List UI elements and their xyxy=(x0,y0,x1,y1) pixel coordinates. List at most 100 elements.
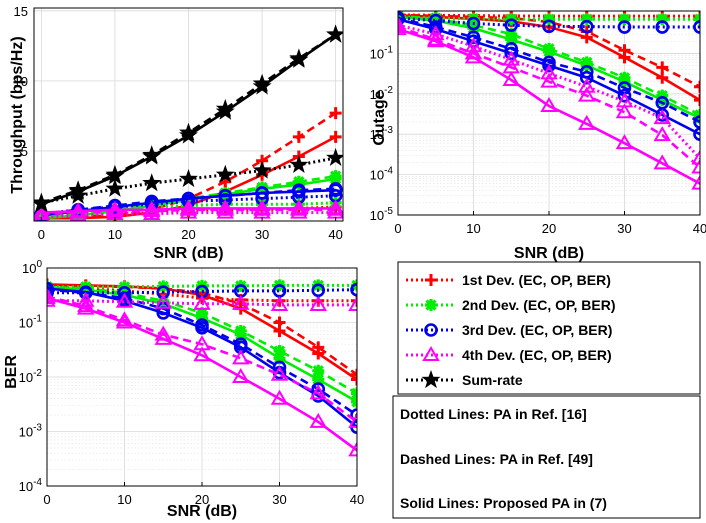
data-point xyxy=(398,20,407,36)
data-point xyxy=(348,295,357,311)
data-point xyxy=(466,16,481,31)
data-point xyxy=(252,160,272,179)
data-point xyxy=(193,346,211,362)
data-point xyxy=(270,365,289,381)
y-tick-exponent: -2 xyxy=(384,85,393,96)
y-tick-label: 10-4 xyxy=(19,477,43,494)
notes-box xyxy=(392,395,701,519)
data-point xyxy=(691,158,700,174)
series-line-dev4-dotted xyxy=(398,23,700,160)
y-tick-label: 100 xyxy=(22,259,42,276)
y-tick-base: 10 xyxy=(19,370,33,385)
x-tick-label: 20 xyxy=(181,227,195,242)
data-point xyxy=(273,344,286,357)
data-point xyxy=(542,19,556,34)
y-tick-base: 10 xyxy=(19,479,33,494)
data-point xyxy=(79,283,92,296)
data-point xyxy=(309,295,327,311)
data-point xyxy=(47,281,54,296)
data-point xyxy=(398,18,407,34)
data-point xyxy=(615,103,634,119)
data-point xyxy=(290,199,308,215)
data-point xyxy=(580,13,593,26)
data-point xyxy=(653,154,671,170)
series-line-dev4-solid xyxy=(47,296,357,452)
data-point xyxy=(694,94,700,107)
data-point xyxy=(47,289,56,305)
data-point xyxy=(348,441,357,457)
legend-marker xyxy=(421,370,441,389)
data-point xyxy=(69,206,87,221)
series-line-dev3-dashed xyxy=(398,16,700,124)
data-point xyxy=(196,312,208,325)
y-tick-base: 10 xyxy=(370,46,384,61)
data-point xyxy=(77,299,95,315)
data-point xyxy=(351,368,357,381)
data-point xyxy=(106,200,124,216)
series-line-dev4-dashed xyxy=(398,25,700,169)
x-tick-label: 30 xyxy=(255,227,269,242)
data-point xyxy=(543,45,555,58)
data-point xyxy=(351,294,357,307)
data-point xyxy=(215,164,235,183)
data-point xyxy=(193,294,211,310)
x-tick-label: 40 xyxy=(350,492,364,507)
data-point xyxy=(328,183,343,197)
data-point xyxy=(694,80,700,93)
y-tick-exponent: -1 xyxy=(33,314,42,325)
y-tick-base: 10 xyxy=(19,425,33,440)
chart-throughput: 0 10 20 30 40 5 10 15 SNR (dB) Throughput (bps/Hz… xyxy=(9,4,344,262)
data-point xyxy=(579,19,594,34)
data-point xyxy=(309,412,327,428)
y-axis-label: Outage xyxy=(371,90,388,145)
data-point xyxy=(398,12,405,27)
data-point xyxy=(502,50,520,66)
data-point xyxy=(311,283,326,298)
x-axis-label: SNR (dB) xyxy=(514,245,584,262)
y-tick-exponent: 0 xyxy=(36,259,42,270)
legend-entry: Sum-rate xyxy=(406,370,523,389)
data-point xyxy=(427,32,445,48)
y-tick-label: 10-2 xyxy=(370,85,394,102)
data-point xyxy=(691,149,700,165)
data-point xyxy=(326,24,343,43)
data-point xyxy=(653,109,671,125)
x-tick-label: 0 xyxy=(43,492,50,507)
legend-marker xyxy=(424,323,438,337)
markers-sum-solid xyxy=(34,24,343,213)
data-point xyxy=(656,61,669,74)
data-point xyxy=(578,77,596,93)
data-point xyxy=(292,184,306,199)
data-point xyxy=(502,70,520,86)
data-point xyxy=(540,72,558,88)
markers-dev4-solid xyxy=(47,289,357,457)
data-point xyxy=(348,412,357,428)
series-line-dev4-dotted xyxy=(47,299,357,307)
data-point xyxy=(252,76,272,95)
data-point xyxy=(77,297,95,313)
data-point xyxy=(270,389,289,405)
y-tick-label: 15 xyxy=(14,4,28,19)
series-line-dev4-dotted xyxy=(41,211,336,219)
data-point xyxy=(195,320,209,335)
data-point xyxy=(578,114,596,130)
y-tick-base: 10 xyxy=(370,87,384,102)
data-point xyxy=(542,58,556,73)
data-point xyxy=(154,329,172,345)
data-point xyxy=(292,130,305,143)
data-point xyxy=(142,205,161,220)
x-tick-label: 20 xyxy=(542,221,556,236)
y-tick-base: 10 xyxy=(370,168,384,183)
data-point xyxy=(34,194,51,213)
series-group xyxy=(398,11,700,190)
data-point xyxy=(179,199,198,215)
legend-entry: 3rd Dev. (EC, OP, BER) xyxy=(406,322,612,338)
data-point xyxy=(215,101,235,120)
data-point xyxy=(253,199,271,215)
data-point xyxy=(312,364,325,377)
data-point xyxy=(540,64,558,80)
data-point xyxy=(68,181,88,200)
note-dotted: Dotted Lines: PA in Ref. [16] xyxy=(400,406,587,422)
data-point xyxy=(142,200,161,216)
